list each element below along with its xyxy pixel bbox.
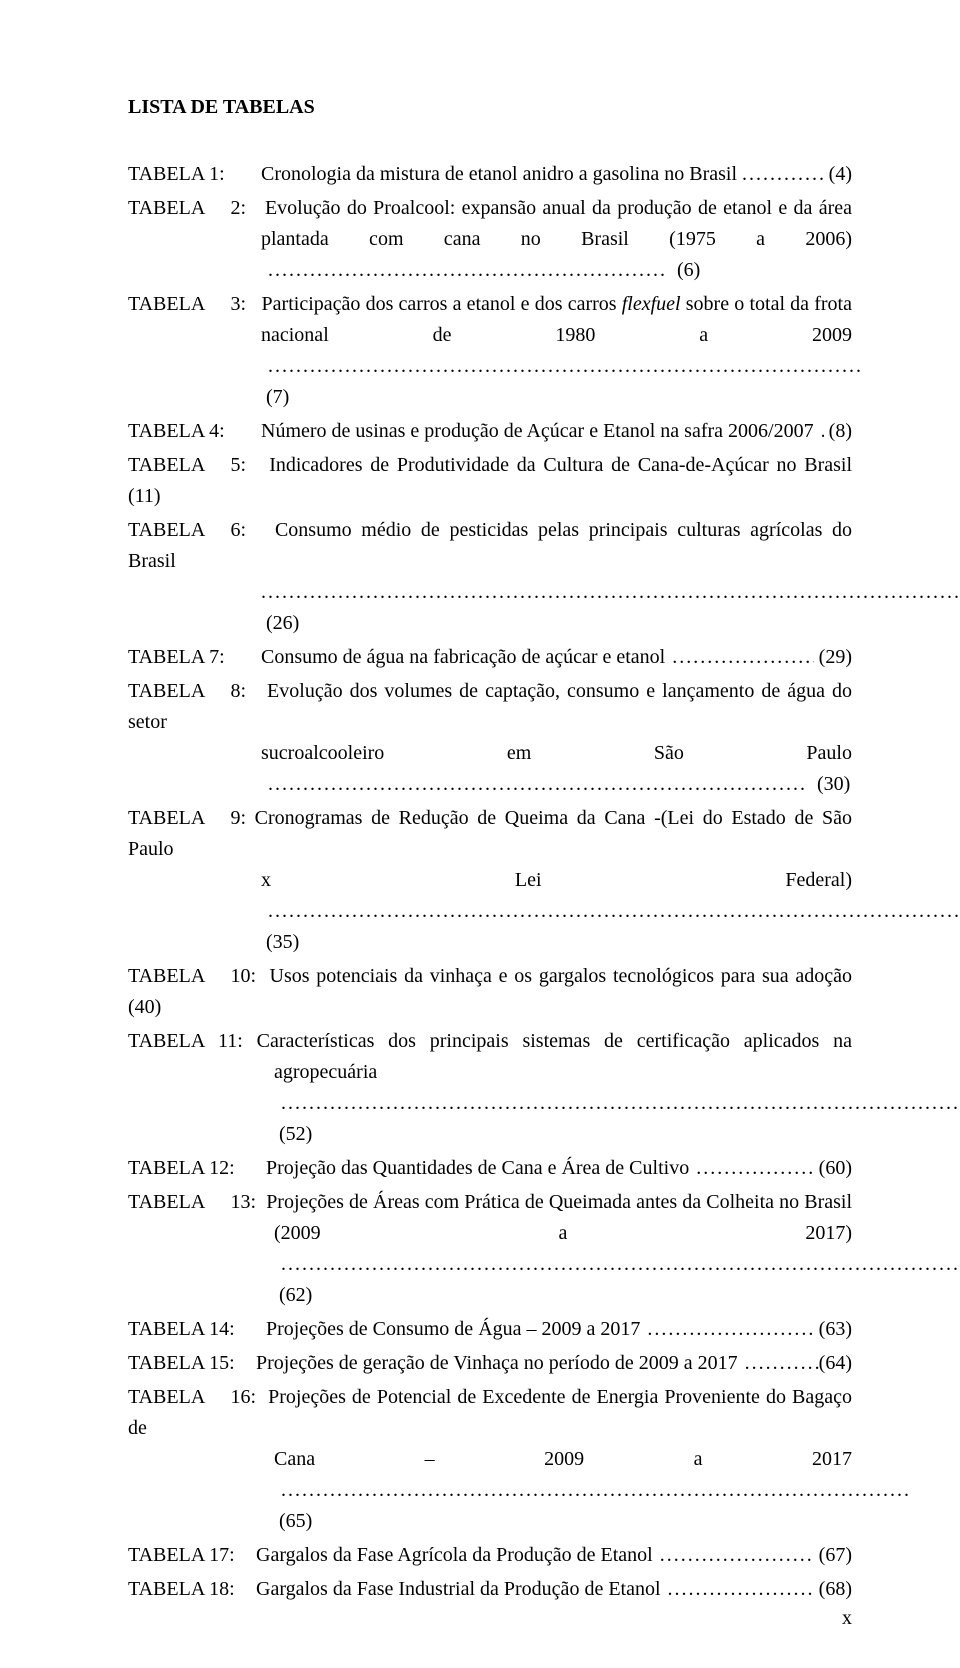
toc-page: (26): [261, 612, 299, 634]
toc-desc: Cronologia da mistura de etanol anidro a…: [261, 163, 737, 185]
toc-entry-2: TABELA 2: Evolução do Proalcool: expansã…: [128, 193, 852, 286]
toc-entry-5: TABELA 5: Indicadores de Produtividade d…: [128, 450, 852, 512]
toc-desc: Projeções de Consumo de Água – 2009 a 20…: [266, 1318, 640, 1340]
toc-page: (8): [824, 416, 852, 447]
toc-desc-cont: agropecuária: [274, 1061, 377, 1083]
toc-label: TABELA 12:: [128, 1153, 256, 1184]
toc-desc-cont: nacional de 1980 a 2009: [261, 324, 852, 346]
toc-label: TABELA 11:: [128, 1030, 243, 1052]
toc-entry-3: TABELA 3: Participação dos carros a etan…: [128, 289, 852, 413]
toc-entry-4: TABELA 4: Número de usinas e produção de…: [128, 416, 852, 447]
toc-label: TABELA 17:: [128, 1540, 256, 1571]
toc-desc: Gargalos da Fase Agrícola da Produção de…: [256, 1544, 653, 1566]
toc-label: TABELA 7:: [128, 642, 246, 673]
toc-label: TABELA 1:: [128, 159, 246, 190]
toc-label: TABELA 14:: [128, 1314, 256, 1345]
toc-leader: ........................................…: [274, 1479, 911, 1501]
page-number-roman: x: [842, 1607, 852, 1630]
toc-entry-7: TABELA 7: Consumo de água na fabricação …: [128, 642, 852, 673]
toc-label: TABELA 4:: [128, 416, 246, 447]
toc-entry-14: TABELA 14: Projeções de Consumo de Água …: [128, 1314, 852, 1345]
toc-leader: ........................................…: [261, 900, 960, 922]
toc-desc: Projeções de geração de Vinhaça no perío…: [256, 1352, 738, 1374]
toc-leader: ........................................: [661, 1574, 814, 1605]
toc-entry-11: TABELA 11: Características dos principai…: [128, 1026, 852, 1150]
toc-desc: Projeções de Áreas com Prática de Queima…: [266, 1191, 852, 1213]
toc-label: TABELA 16:: [128, 1382, 256, 1413]
toc-label: TABELA 8:: [128, 676, 246, 707]
toc-leader: ........................................…: [261, 259, 667, 281]
toc-leader: ......................................: [665, 642, 813, 673]
toc-label: TABELA 5:: [128, 450, 246, 481]
toc-entry-16: TABELA 16: Projeções de Potencial de Exc…: [128, 1382, 852, 1537]
toc-leader: ........................................…: [261, 773, 807, 795]
toc-label: TABELA 15:: [128, 1348, 256, 1379]
toc-entry-13: TABELA 13: Projeções de Áreas com Prátic…: [128, 1187, 852, 1311]
toc-page: (29): [814, 642, 852, 673]
toc-leader: ........................................…: [274, 1253, 960, 1275]
toc-entry-17: TABELA 17:Gargalos da Fase Agrícola da P…: [128, 1540, 852, 1571]
toc-page: (30): [812, 773, 850, 795]
toc-label: TABELA 9:: [128, 803, 246, 834]
toc-label: TABELA 13:: [128, 1187, 256, 1218]
toc-entry-18: TABELA 18:Gargalos da Fase Industrial da…: [128, 1574, 852, 1605]
toc-desc: Participação dos carros a etanol e dos c…: [262, 293, 852, 315]
toc-entry-9: TABELA 9: Cronogramas de Redução de Quei…: [128, 803, 852, 958]
toc-page: (65): [274, 1510, 312, 1532]
toc-desc-cont: (2009 a 2017): [274, 1222, 852, 1244]
toc-desc-cont: Cana – 2009 a 2017: [274, 1448, 852, 1470]
toc-entry-8: TABELA 8: Evolução dos volumes de captaç…: [128, 676, 852, 800]
toc-label: TABELA 10:: [128, 961, 256, 992]
toc-label: TABELA 3:: [128, 289, 246, 320]
toc-entry-1: TABELA 1: Cronologia da mistura de etano…: [128, 159, 852, 190]
toc-page: (63): [814, 1314, 852, 1345]
toc-desc-cont: sucroalcooleiro em São Paulo: [261, 742, 852, 764]
toc-page: (4): [824, 159, 852, 190]
toc-entry-10: TABELA 10: Usos potenciais da vinhaça e …: [128, 961, 852, 1023]
toc-leader: .................................: [689, 1153, 813, 1184]
toc-page: (60): [814, 1153, 852, 1184]
toc-label: TABELA 2:: [128, 193, 246, 224]
toc-label: TABELA 18:: [128, 1574, 256, 1605]
toc-page: (35): [261, 931, 299, 953]
heading-lista-de-tabelas: LISTA DE TABELAS: [128, 96, 852, 119]
toc-desc-cont: plantada com cana no Brasil (1975 a 2006…: [261, 228, 852, 250]
toc-page: (62): [274, 1284, 312, 1306]
toc-entry-12: TABELA 12: Projeção das Quantidades de C…: [128, 1153, 852, 1184]
toc-entry-15: TABELA 15:Projeções de geração de Vinhaç…: [128, 1348, 852, 1379]
toc-leader: ........................................…: [261, 355, 863, 377]
toc-leader: ...................: [742, 159, 824, 190]
toc-page: (7): [261, 386, 289, 408]
toc-page: (6): [672, 259, 700, 281]
toc-desc: Número de usinas e produção de Açúcar e …: [261, 420, 814, 442]
toc-leader: ........................................…: [261, 581, 960, 603]
toc-desc-cont: x Lei Federal): [261, 869, 852, 891]
toc-leader: ....: [814, 416, 824, 447]
toc-page: (67): [814, 1540, 852, 1571]
toc-page: (52): [274, 1123, 312, 1145]
toc-page: (68): [814, 1574, 852, 1605]
toc-page: (64): [819, 1348, 852, 1379]
toc-desc: Gargalos da Fase Industrial da Produção …: [256, 1578, 661, 1600]
toc-leader: ........................................…: [640, 1314, 813, 1345]
toc-desc: Projeção das Quantidades de Cana e Área …: [266, 1157, 689, 1179]
page: LISTA DE TABELAS TABELA 1: Cronologia da…: [0, 0, 960, 1668]
toc-desc: Evolução do Proalcool: expansão anual da…: [265, 197, 852, 219]
toc-desc: Características dos principais sistemas …: [257, 1030, 852, 1052]
toc-leader: ........................................…: [274, 1092, 960, 1114]
toc-leader: ........................................…: [653, 1540, 814, 1571]
toc-label: TABELA 6:: [128, 515, 246, 546]
toc-entry-6: TABELA 6: Consumo médio de pesticidas pe…: [128, 515, 852, 639]
toc-leader: ...........................: [738, 1348, 819, 1379]
toc-desc: Consumo de água na fabricação de açúcar …: [261, 646, 665, 668]
